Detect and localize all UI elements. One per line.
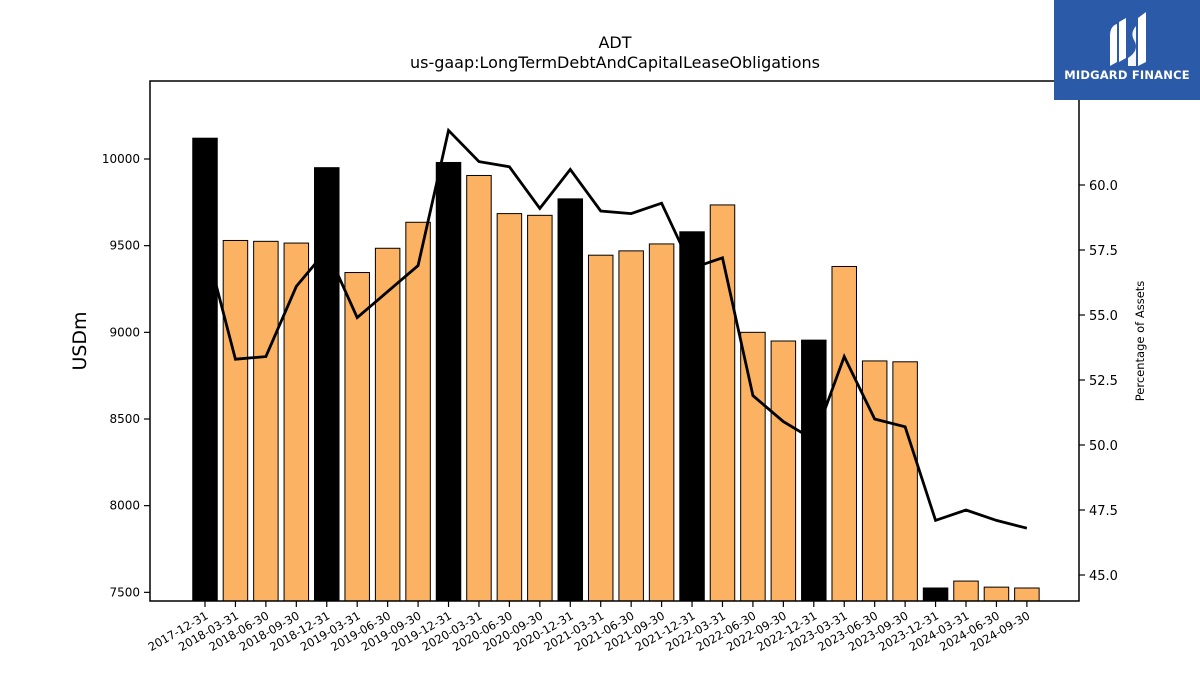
bar-2020-12-31 [557,198,584,602]
y-tick-label: 9500 [109,239,140,253]
bar-2022-03-31 [709,204,736,602]
bar-2022-06-30 [740,331,766,602]
y2-tick-label: 57.5 [1089,244,1118,259]
y-tick-label: 9000 [109,325,140,339]
y-tick-label: 7500 [109,585,140,599]
midgard-finance-logo: MIDGARD FINANCE [1054,0,1200,100]
y2-tick-label: 47.5 [1089,504,1118,519]
chart-subtitle: us-gaap:LongTermDebtAndCapitalLeaseOblig… [410,53,820,72]
bar-2019-03-31 [344,272,370,602]
y-tick-label: 10000 [102,152,140,166]
bar-2023-12-31 [922,587,949,602]
y-axis-left: 7500 8000 8500 9000 9500 10000 [102,152,150,599]
y-tick-label: 8000 [109,499,140,513]
line-series [203,127,1028,530]
bar-2021-06-30 [618,250,644,602]
bar-2021-09-30 [648,243,675,602]
bar-series [192,137,1040,602]
bar-2018-03-31 [222,239,249,602]
bar-2021-03-31 [587,254,614,602]
bar-2024-06-30 [983,586,1010,602]
bar-2018-06-30 [253,240,279,602]
plot-frame [149,80,1080,602]
y-axis-right: 45.0 47.5 50.0 52.5 55.0 57.5 60.0 [1079,179,1118,584]
bar-2017-12-31 [192,137,218,602]
midgard-logo-icon [1110,12,1146,66]
y2-tick-label: 45.0 [1089,569,1118,584]
logo-text: MIDGARD FINANCE [1064,68,1190,82]
bar-2022-12-31 [801,339,827,602]
bar-2018-12-31 [314,167,340,602]
bar-2023-03-31 [831,265,857,602]
bar-2023-09-30 [892,361,918,602]
bar-2022-09-30 [770,340,797,602]
bar-2024-09-30 [1014,587,1040,602]
bar-2018-09-30 [283,242,310,602]
y2-tick-label: 50.0 [1089,439,1118,454]
y-axis-label: USDm [69,311,91,370]
bar-2019-09-30 [405,221,431,602]
percentage-of-assets-line [203,127,1028,530]
bar-2024-03-31 [953,580,979,602]
bar-2023-06-30 [861,360,888,602]
bar-2020-09-30 [527,214,553,602]
bar-2021-12-31 [679,231,705,602]
y2-tick-label: 52.5 [1089,374,1118,389]
y-tick-label: 8500 [109,412,140,426]
bar-2020-06-30 [496,213,523,602]
y2-tick-label: 55.0 [1089,309,1118,324]
bar-2019-06-30 [374,247,401,602]
y2-tick-label: 60.0 [1089,179,1118,194]
bar-2020-03-31 [466,174,492,602]
y2-axis-label: Percentage of Assets [1133,281,1147,402]
chart-title: ADT [598,33,631,52]
bar-2019-12-31 [435,161,462,602]
x-axis: 2017-12-312018-03-312018-06-302018-09-30… [146,601,1032,654]
